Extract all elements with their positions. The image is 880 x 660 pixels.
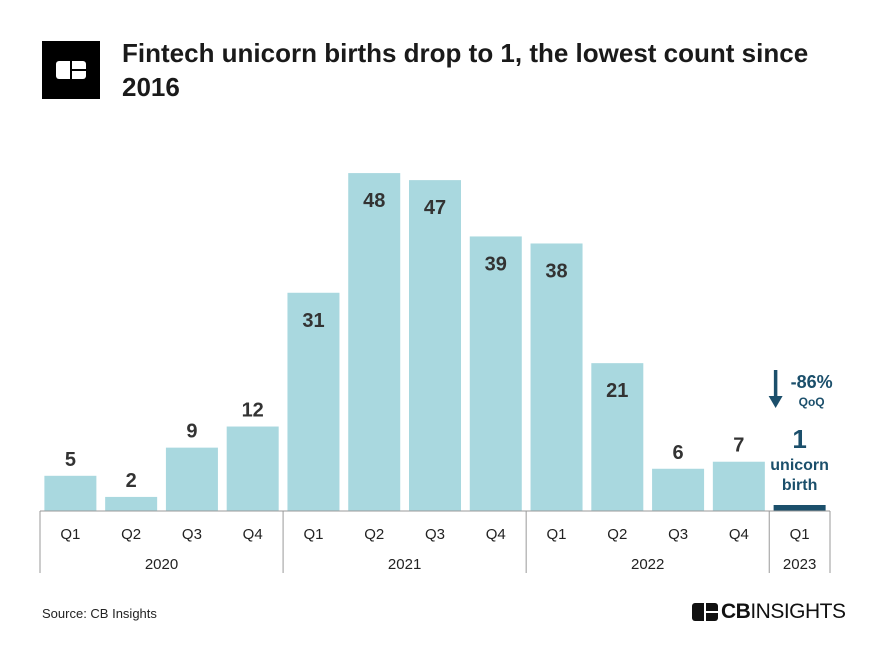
data-label: 5 xyxy=(65,449,76,471)
cb-insights-brand: CBINSIGHTS xyxy=(692,600,846,624)
data-label: 2 xyxy=(126,470,137,492)
bar xyxy=(105,496,158,511)
bar xyxy=(44,475,97,511)
bar xyxy=(348,173,401,511)
year-tick-label: 2022 xyxy=(631,556,664,573)
quarter-tick-label: Q4 xyxy=(729,526,749,543)
highlight-label: unicorn xyxy=(770,457,829,474)
cb-logo-icon xyxy=(42,41,100,99)
data-label: 47 xyxy=(424,197,446,219)
quarter-tick-label: Q2 xyxy=(121,526,141,543)
year-tick-label: 2023 xyxy=(783,556,816,573)
data-label: 6 xyxy=(673,442,684,464)
quarter-tick-label: Q2 xyxy=(607,526,627,543)
year-tick-label: 2020 xyxy=(145,556,178,573)
quarter-tick-label: Q1 xyxy=(790,526,810,543)
data-label: 48 xyxy=(363,190,385,212)
brand-light: INSIGHTS xyxy=(750,600,846,623)
quarter-tick-label: Q1 xyxy=(547,526,567,543)
quarter-tick-label: Q3 xyxy=(182,526,202,543)
highlight-value: 1 xyxy=(792,424,806,454)
brand-bold: CB xyxy=(721,600,751,623)
data-label: 39 xyxy=(485,253,507,275)
bar xyxy=(226,426,279,511)
bar-chart: 5 Q1 2 Q2 9 Q3 12 Q4 31 Q1 48 Q2 47 Q3 39 Q4 38 Q1 21 Q2 6 Q3… xyxy=(39,173,833,573)
bar xyxy=(409,180,461,511)
bar xyxy=(773,505,826,511)
bar xyxy=(469,236,522,511)
quarter-tick-label: Q1 xyxy=(60,526,80,543)
data-label: 12 xyxy=(242,400,264,422)
cb-brand-icon xyxy=(692,603,718,621)
bar xyxy=(530,243,583,512)
year-tick-label: 2021 xyxy=(388,556,421,573)
chart-title: Fintech unicorn births drop to 1, the lo… xyxy=(122,38,809,102)
data-label: 21 xyxy=(606,380,628,402)
quarter-tick-label: Q1 xyxy=(303,526,323,543)
change-percent: -86% xyxy=(791,372,833,392)
highlight-label: birth xyxy=(782,477,818,494)
data-label: 7 xyxy=(733,435,744,457)
data-label: 38 xyxy=(545,260,567,282)
bar xyxy=(287,292,340,511)
quarter-tick-label: Q3 xyxy=(425,526,445,543)
bar xyxy=(712,461,765,511)
data-label: 31 xyxy=(302,310,324,332)
quarter-tick-label: Q4 xyxy=(486,526,506,543)
quarter-tick-label: Q2 xyxy=(364,526,384,543)
change-period: QoQ xyxy=(799,395,825,409)
bar xyxy=(591,363,644,511)
bar xyxy=(652,468,705,511)
arrow-down-icon-head xyxy=(768,396,783,408)
data-label: 9 xyxy=(186,421,197,443)
quarter-tick-label: Q4 xyxy=(243,526,263,543)
source-note: Source: CB Insights xyxy=(42,606,157,621)
quarter-tick-label: Q3 xyxy=(668,526,688,543)
bar xyxy=(165,447,218,511)
